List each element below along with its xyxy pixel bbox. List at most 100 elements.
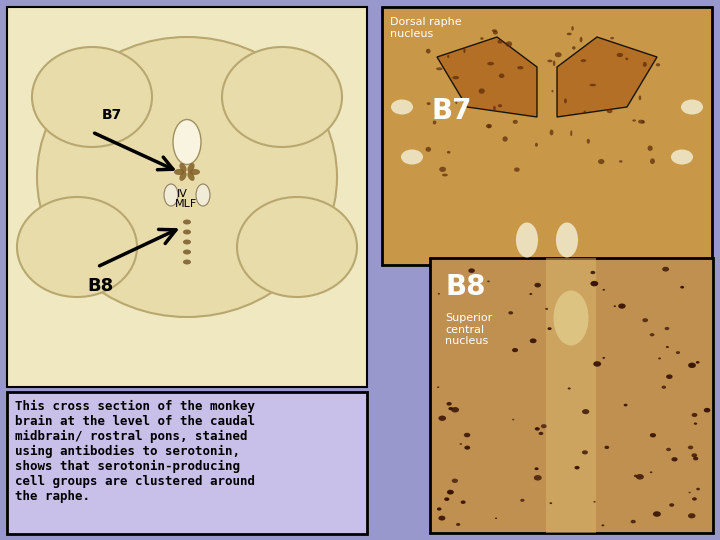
Ellipse shape bbox=[680, 286, 684, 288]
Ellipse shape bbox=[662, 386, 666, 389]
Ellipse shape bbox=[461, 501, 466, 504]
Ellipse shape bbox=[681, 99, 703, 114]
Ellipse shape bbox=[593, 501, 595, 503]
Ellipse shape bbox=[183, 219, 191, 225]
Ellipse shape bbox=[183, 249, 191, 254]
Ellipse shape bbox=[183, 260, 191, 265]
Ellipse shape bbox=[516, 222, 538, 258]
Ellipse shape bbox=[427, 102, 431, 105]
Ellipse shape bbox=[658, 357, 661, 360]
Text: MLF: MLF bbox=[175, 199, 197, 209]
Ellipse shape bbox=[694, 422, 697, 425]
Ellipse shape bbox=[603, 357, 605, 359]
Ellipse shape bbox=[671, 150, 693, 165]
Ellipse shape bbox=[493, 106, 496, 111]
Ellipse shape bbox=[495, 517, 497, 519]
Ellipse shape bbox=[582, 409, 589, 414]
Ellipse shape bbox=[688, 446, 693, 449]
Ellipse shape bbox=[196, 184, 210, 206]
Ellipse shape bbox=[438, 516, 446, 521]
Ellipse shape bbox=[437, 387, 439, 388]
Ellipse shape bbox=[442, 174, 448, 177]
Ellipse shape bbox=[580, 37, 582, 43]
Ellipse shape bbox=[179, 172, 186, 181]
Ellipse shape bbox=[444, 497, 449, 501]
Ellipse shape bbox=[164, 184, 178, 206]
Text: B7: B7 bbox=[432, 97, 472, 125]
Ellipse shape bbox=[554, 291, 588, 346]
Ellipse shape bbox=[626, 57, 629, 60]
PathPatch shape bbox=[437, 37, 537, 117]
Ellipse shape bbox=[426, 147, 431, 152]
Ellipse shape bbox=[529, 293, 532, 295]
Text: B8: B8 bbox=[445, 273, 485, 301]
Ellipse shape bbox=[521, 499, 525, 502]
Ellipse shape bbox=[237, 197, 357, 297]
Ellipse shape bbox=[567, 32, 572, 35]
Ellipse shape bbox=[603, 289, 605, 291]
Ellipse shape bbox=[187, 163, 194, 172]
Ellipse shape bbox=[632, 119, 636, 122]
Ellipse shape bbox=[564, 98, 567, 103]
Ellipse shape bbox=[647, 145, 653, 151]
Ellipse shape bbox=[456, 523, 460, 526]
Ellipse shape bbox=[590, 271, 595, 274]
Ellipse shape bbox=[688, 513, 696, 518]
Ellipse shape bbox=[187, 172, 194, 181]
Ellipse shape bbox=[662, 267, 669, 272]
Ellipse shape bbox=[631, 520, 636, 523]
Ellipse shape bbox=[582, 450, 588, 455]
Ellipse shape bbox=[575, 466, 580, 469]
Ellipse shape bbox=[666, 448, 671, 451]
Ellipse shape bbox=[650, 158, 655, 164]
Ellipse shape bbox=[451, 407, 459, 413]
Ellipse shape bbox=[692, 497, 697, 501]
Ellipse shape bbox=[642, 120, 645, 124]
Ellipse shape bbox=[446, 402, 451, 406]
Ellipse shape bbox=[607, 109, 613, 113]
Ellipse shape bbox=[539, 432, 544, 435]
Ellipse shape bbox=[619, 160, 623, 163]
Ellipse shape bbox=[487, 280, 490, 282]
Ellipse shape bbox=[447, 55, 449, 58]
Ellipse shape bbox=[688, 362, 696, 368]
Ellipse shape bbox=[636, 474, 644, 480]
Ellipse shape bbox=[439, 167, 446, 172]
Ellipse shape bbox=[549, 130, 554, 136]
Ellipse shape bbox=[584, 111, 586, 114]
Ellipse shape bbox=[618, 303, 626, 309]
Ellipse shape bbox=[459, 443, 462, 445]
Ellipse shape bbox=[593, 361, 601, 367]
Ellipse shape bbox=[183, 230, 191, 234]
Ellipse shape bbox=[391, 99, 413, 114]
Ellipse shape bbox=[669, 503, 674, 507]
Ellipse shape bbox=[676, 351, 680, 354]
Ellipse shape bbox=[438, 416, 446, 421]
Ellipse shape bbox=[692, 413, 698, 417]
Ellipse shape bbox=[572, 46, 575, 50]
Ellipse shape bbox=[666, 346, 669, 348]
Ellipse shape bbox=[447, 151, 451, 154]
Ellipse shape bbox=[498, 40, 503, 44]
Ellipse shape bbox=[534, 467, 539, 470]
Ellipse shape bbox=[499, 73, 505, 78]
Ellipse shape bbox=[665, 327, 670, 330]
Ellipse shape bbox=[571, 26, 574, 31]
Ellipse shape bbox=[437, 508, 441, 511]
Ellipse shape bbox=[624, 404, 628, 407]
Ellipse shape bbox=[545, 308, 548, 310]
Bar bbox=[382, 7, 712, 265]
Ellipse shape bbox=[555, 52, 562, 57]
Ellipse shape bbox=[549, 502, 552, 504]
Ellipse shape bbox=[32, 47, 152, 147]
Ellipse shape bbox=[570, 130, 572, 136]
Ellipse shape bbox=[534, 283, 541, 287]
Ellipse shape bbox=[433, 120, 436, 125]
Ellipse shape bbox=[401, 150, 423, 165]
Ellipse shape bbox=[691, 453, 697, 457]
Ellipse shape bbox=[438, 293, 440, 294]
Ellipse shape bbox=[503, 136, 508, 141]
Ellipse shape bbox=[464, 446, 470, 450]
Ellipse shape bbox=[179, 163, 186, 172]
Ellipse shape bbox=[688, 492, 690, 494]
